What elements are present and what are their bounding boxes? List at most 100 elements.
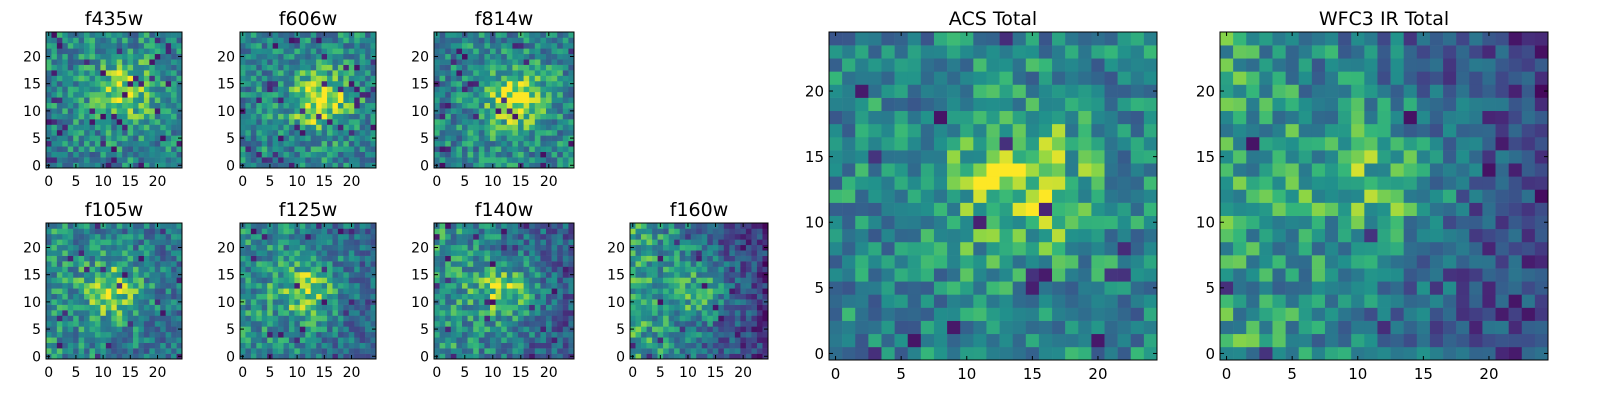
- heatmap-cell: [160, 157, 166, 163]
- heatmap-cell: [365, 48, 371, 55]
- heatmap-cell: [365, 353, 371, 360]
- heatmap-cell: [762, 348, 769, 354]
- heatmap-cell: [278, 97, 284, 104]
- heatmap-cell: [94, 244, 101, 251]
- heatmap-cell: [250, 129, 257, 136]
- heatmap-cell: [73, 277, 79, 284]
- heatmap-cell: [116, 233, 123, 240]
- heatmap-cell: [305, 146, 312, 152]
- heatmap-cell: [546, 348, 552, 354]
- heatmap-cell: [701, 337, 708, 343]
- heatmap-cell: [305, 75, 312, 82]
- heatmap-cell: [718, 250, 725, 256]
- heatmap-cell: [294, 228, 301, 235]
- heatmap-cell: [1025, 241, 1040, 256]
- heatmap-cell: [245, 342, 252, 349]
- heatmap-cell: [283, 48, 290, 55]
- heatmap-cell: [729, 261, 736, 267]
- heatmap-cell: [310, 140, 317, 147]
- heatmap-cell: [283, 288, 290, 295]
- heatmap-cell: [365, 331, 371, 338]
- heatmap-cell: [551, 97, 558, 104]
- heatmap-cell: [116, 331, 123, 338]
- heatmap-cell: [171, 59, 177, 65]
- heatmap-cell: [165, 288, 172, 295]
- heatmap-cell: [365, 261, 371, 267]
- heatmap-cell: [165, 266, 172, 273]
- heatmap-cell: [327, 293, 333, 300]
- heatmap-cell: [568, 140, 575, 147]
- heatmap-cell: [46, 42, 52, 49]
- heatmap-cell: [337, 250, 344, 256]
- heatmap-cell: [868, 189, 882, 203]
- heatmap-cell: [568, 293, 575, 300]
- heatmap-cell: [947, 163, 961, 177]
- heatmap-cell: [348, 261, 355, 267]
- heatmap-cell: [484, 353, 491, 360]
- heatmap-cell: [332, 80, 339, 87]
- heatmap-cell: [652, 320, 658, 327]
- heatmap-cell: [1091, 228, 1105, 243]
- heatmap-cell: [149, 80, 156, 87]
- heatmap-cell: [734, 353, 741, 360]
- heatmap-cell: [154, 239, 161, 246]
- heatmap-cell: [1130, 333, 1145, 348]
- heatmap-cell: [529, 299, 536, 305]
- heatmap-cell: [100, 255, 107, 262]
- heatmap-cell: [646, 304, 653, 311]
- heatmap-cell: [855, 346, 869, 361]
- heatmap-cell: [518, 288, 524, 295]
- heatmap-cell: [67, 86, 74, 93]
- heatmap-cell: [630, 233, 636, 240]
- heatmap-cell: [1143, 176, 1158, 190]
- heatmap-cell: [718, 293, 725, 300]
- heatmap-cell: [462, 233, 468, 240]
- heatmap-cell: [105, 304, 112, 311]
- heatmap-cell: [122, 162, 128, 169]
- heatmap-cell: [557, 337, 564, 343]
- heatmap-cell: [1025, 228, 1040, 243]
- heatmap-cell: [278, 255, 284, 262]
- heatmap-cell: [245, 239, 252, 246]
- heatmap-cell: [718, 304, 725, 311]
- heatmap-cell: [62, 223, 69, 229]
- heatmap-cell: [138, 271, 145, 278]
- heatmap-cell: [245, 162, 252, 169]
- heatmap-cell: [337, 288, 344, 295]
- heatmap-cell: [51, 320, 58, 327]
- heatmap-cell: [685, 244, 692, 251]
- heatmap-cell: [56, 266, 63, 273]
- heatmap-cell: [250, 348, 257, 354]
- heatmap-cell: [337, 299, 344, 305]
- heatmap-cell: [294, 315, 301, 322]
- heatmap-cell: [160, 162, 166, 169]
- heatmap-cell: [288, 353, 295, 360]
- heatmap-cell: [512, 239, 519, 246]
- heatmap-cell: [467, 310, 474, 316]
- heatmap-cell: [495, 113, 502, 120]
- heatmap-cell: [250, 250, 257, 256]
- heatmap-cell: [160, 282, 166, 289]
- heatmap-cell: [450, 288, 457, 295]
- heatmap-cell: [245, 42, 252, 49]
- heatmap-cell: [348, 244, 355, 251]
- heatmap-cell: [310, 146, 317, 152]
- heatmap-cell: [868, 294, 882, 308]
- heatmap-cell: [305, 255, 312, 262]
- heatmap-cell: [160, 337, 166, 343]
- heatmap-cell: [756, 244, 763, 251]
- heatmap-cell: [690, 288, 697, 295]
- heatmap-cell: [133, 80, 139, 87]
- heatmap-cell: [73, 304, 79, 311]
- heatmap-cell: [523, 135, 530, 142]
- heatmap-cell: [434, 261, 440, 267]
- heatmap-cell: [512, 162, 519, 169]
- heatmap-cell: [512, 288, 519, 295]
- heatmap-cell: [907, 202, 922, 216]
- heatmap-cell: [343, 146, 350, 152]
- heatmap-cell: [89, 37, 96, 44]
- heatmap-cell: [557, 315, 564, 322]
- heatmap-cell: [62, 146, 69, 152]
- heatmap-cell: [1025, 307, 1040, 321]
- heatmap-cell: [490, 304, 496, 311]
